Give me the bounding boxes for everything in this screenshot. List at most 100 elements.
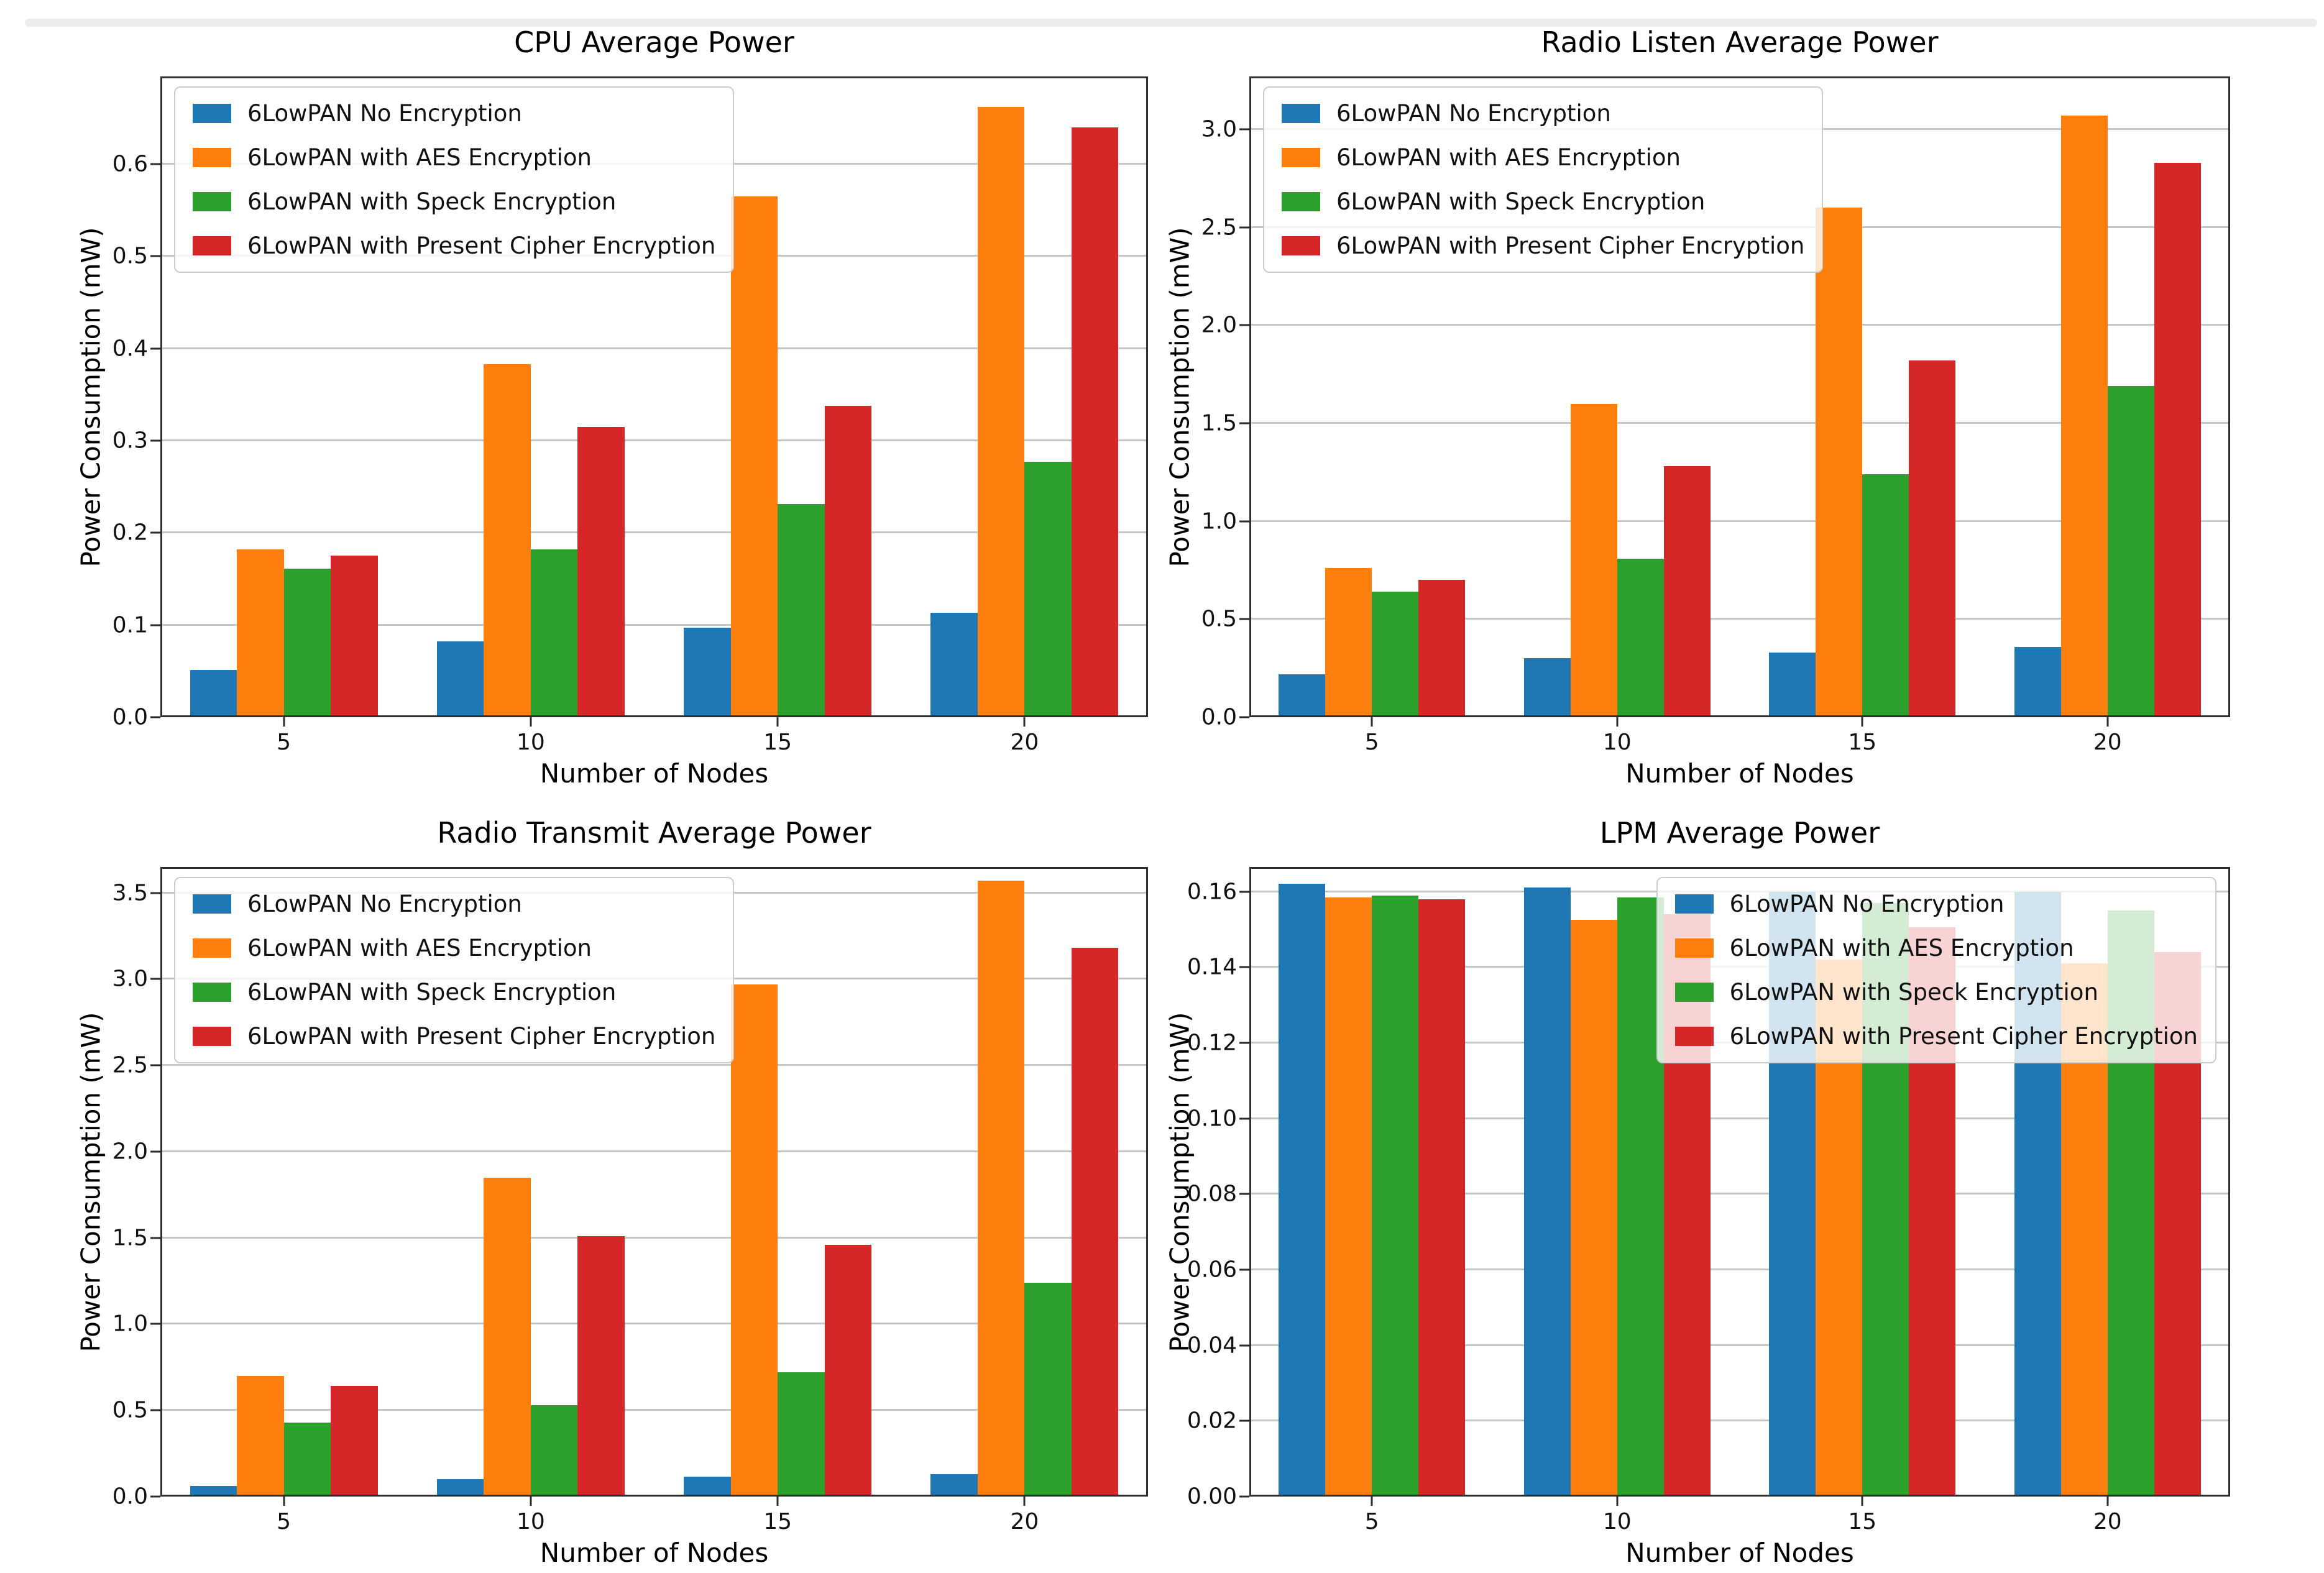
y-tick-label: 1.0 [112,1311,148,1337]
x-tick-mark [1023,1497,1026,1506]
y-tick-mark [1239,1117,1249,1120]
legend-swatch-icon [1282,148,1320,167]
bar-20-nodes-6lowpan-no-encryption [930,613,978,717]
page-top-band [25,19,2317,27]
bar-20-nodes-6lowpan-with-aes-encryption [977,106,1025,717]
x-axis-label: Number of Nodes [1625,1538,1854,1568]
y-tick-mark [1239,891,1249,893]
y-tick-label: 0.14 [1187,954,1237,980]
y-tick-label: 1.0 [1201,508,1237,534]
legend-swatch-icon [1674,894,1714,914]
x-tick-mark [530,717,532,727]
legend-item-label: 6LowPAN with Speck Encryption [1336,188,1706,215]
x-tick-label: 15 [763,730,792,755]
gridline [1249,1193,2230,1195]
legend-swatch-icon [1674,1027,1714,1046]
y-tick-mark [1239,128,1249,131]
y-axis-label: Power Consumption (mW) [75,226,106,567]
y-tick-mark [150,255,160,257]
y-tick-label: 0.2 [112,520,148,546]
y-tick-label: 0.4 [112,336,148,362]
legend-swatch-icon [193,148,231,167]
bar-10-nodes-6lowpan-with-aes-encryption [1570,403,1617,717]
x-axis-label: Number of Nodes [540,1538,769,1568]
y-tick-label: 0.12 [1187,1030,1237,1056]
y-tick-mark [150,1409,160,1411]
chart-title: Radio Transmit Average Power [437,816,871,850]
bar-5-nodes-6lowpan-with-speck-encryption [1372,592,1419,717]
y-tick-label: 0.0 [112,1484,148,1510]
gridline [160,1064,1148,1066]
y-tick-label: 0.00 [1187,1484,1237,1510]
y-tick-mark [1239,1042,1249,1044]
y-axis-label: Power Consumption (mW) [75,1011,106,1352]
legend-item-label: 6LowPAN with Speck Encryption [247,188,617,215]
y-tick-mark [1239,1268,1249,1271]
bar-15-nodes-6lowpan-no-encryption [684,1477,731,1497]
y-tick-mark [150,1064,160,1066]
x-tick-mark [776,717,779,727]
x-tick-label: 10 [516,730,545,755]
gridline [160,439,1148,441]
x-tick-mark [1861,1497,1863,1506]
y-tick-label: 3.0 [1201,116,1237,142]
bar-5-nodes-6lowpan-with-aes-encryption [1325,897,1372,1497]
gridline [1249,520,2230,522]
legend-item-6lowpan-with-present-cipher-encryption: 6LowPAN with Present Cipher Encryption [193,232,715,259]
bar-10-nodes-6lowpan-with-speck-encryption [1617,897,1664,1497]
bar-10-nodes-6lowpan-no-encryption [1523,887,1571,1497]
x-tick-label: 20 [1010,730,1039,755]
bar-5-nodes-6lowpan-with-speck-encryption [1372,895,1419,1497]
y-tick-label: 2.5 [1201,214,1237,241]
gridline [160,1409,1148,1411]
x-tick-label: 10 [516,1509,545,1534]
chart-title: LPM Average Power [1599,816,1880,850]
bar-20-nodes-6lowpan-no-encryption [930,1474,978,1497]
y-tick-label: 2.0 [112,1139,148,1165]
bar-20-nodes-6lowpan-with-present-cipher-encryption [1071,127,1119,717]
legend-item-label: 6LowPAN with AES Encryption [247,935,592,961]
y-tick-label: 0.02 [1187,1408,1237,1434]
legend-item-6lowpan-no-encryption: 6LowPAN No Encryption [1282,100,1804,127]
chart-radio-transmit-average-power: Radio Transmit Average Power Power Consum… [76,816,1148,1568]
bar-10-nodes-6lowpan-with-aes-encryption [484,364,531,717]
legend-swatch-icon [1282,192,1320,211]
y-tick-label: 0.10 [1187,1106,1237,1132]
y-tick-mark [1239,324,1249,326]
bar-10-nodes-6lowpan-no-encryption [1523,658,1571,717]
legend-item-6lowpan-with-present-cipher-encryption: 6LowPAN with Present Cipher Encryption [1674,1023,2198,1050]
y-tick-mark [150,978,160,980]
chart-title: CPU Average Power [514,25,794,59]
legend-item-label: 6LowPAN No Encryption [247,891,522,917]
gridline [160,1323,1148,1325]
gridline [1249,422,2230,424]
gridline [1249,1117,2230,1119]
y-tick-mark [1239,966,1249,968]
y-tick-label: 3.5 [112,880,148,906]
bar-15-nodes-6lowpan-with-present-cipher-encryption [824,1244,872,1497]
x-tick-label: 5 [277,1509,292,1534]
bar-5-nodes-6lowpan-no-encryption [190,670,237,717]
y-tick-mark [150,892,160,894]
bar-5-nodes-6lowpan-with-present-cipher-encryption [331,1386,378,1497]
legend-item-label: 6LowPAN with Speck Encryption [1729,979,2098,1006]
y-tick-mark [1239,226,1249,229]
y-tick-label: 0.5 [112,243,148,269]
bar-5-nodes-6lowpan-with-speck-encryption [283,1422,331,1497]
bar-15-nodes-6lowpan-no-encryption [1769,652,1816,717]
legend-swatch-icon [1282,104,1320,123]
bar-15-nodes-6lowpan-with-speck-encryption [1862,474,1909,717]
legend-swatch-icon [193,192,231,211]
gridline [160,1236,1148,1239]
legend-item-6lowpan-with-aes-encryption: 6LowPAN with AES Encryption [193,144,715,171]
y-tick-label: 0.1 [112,612,148,638]
y-tick-mark [150,163,160,165]
y-tick-label: 0.5 [112,1397,148,1423]
x-tick-mark [530,1497,532,1506]
legend-swatch-icon [1282,236,1320,255]
bar-5-nodes-6lowpan-with-aes-encryption [237,549,284,717]
x-tick-mark [1616,1497,1619,1506]
chart-lpm-average-power: LPM Average Power Power Consumption (mW) N… [1165,816,2230,1568]
x-tick-mark [1371,717,1373,727]
gridline [160,531,1148,534]
